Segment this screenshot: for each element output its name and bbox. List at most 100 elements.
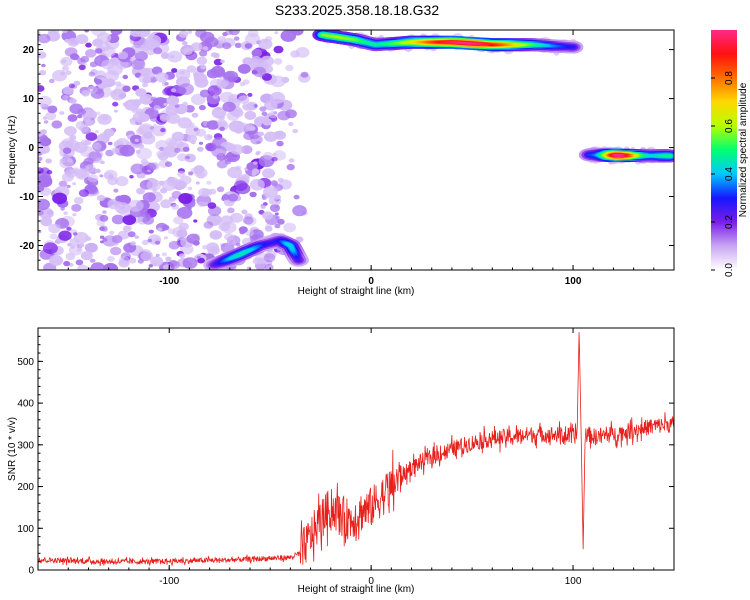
spectrogram-noise-blob (207, 85, 222, 97)
colorbar-tick-label: 0.0 (724, 263, 735, 277)
spectrogram-noise-blob (198, 141, 204, 145)
spectrogram-noise-blob (79, 243, 85, 248)
spectrogram-noise-blob (222, 101, 236, 112)
spectrogram-noise-blob (178, 253, 186, 259)
spectrogram-noise-blob (69, 169, 77, 174)
spectrogram-noise-blob (99, 214, 109, 222)
spectrogram-noise-blob (223, 155, 233, 162)
spectrogram-noise-blob (230, 144, 244, 155)
spectrogram-noise-blob (216, 160, 228, 169)
spectrogram-noise-blob (274, 31, 279, 35)
spectrogram-noise-blob (242, 79, 250, 85)
spectrogram-noise-blob (178, 30, 189, 38)
spectrogram-noise-blob (178, 83, 194, 95)
spectrogram-noise-blob (142, 82, 148, 88)
spectrogram-noise-blob (197, 201, 206, 208)
spectrogram-noise-blob (227, 193, 238, 202)
spectrogram-noise-blob (86, 185, 99, 195)
spectrogram-noise-blob (167, 50, 183, 63)
spectrogram-noise-blob (177, 170, 186, 178)
spectrogram-noise-blob (188, 171, 194, 176)
spectrogram-noise-blob (47, 30, 60, 36)
spectrogram-noise-blob (288, 158, 295, 163)
spectrogram-noise-blob (187, 186, 193, 191)
spectrogram-trace-mark (667, 154, 673, 158)
spectrogram-y-tick-label: -20 (20, 241, 35, 252)
spectrogram-noise-blob (79, 124, 89, 132)
spectrogram-noise-blob (174, 104, 180, 108)
spectrogram-noise-blob (105, 70, 120, 82)
spectrogram-noise-blob (155, 72, 169, 83)
spectrogram-noise-blob (78, 64, 86, 71)
spectrogram-noise-blob (60, 56, 73, 67)
spectrogram-noise-blob (247, 92, 253, 97)
spectrogram-noise-blob (238, 226, 248, 234)
spectrogram-noise-blob (146, 162, 157, 171)
spectrogram-noise-blob (242, 101, 255, 112)
spectrogram-noise-blob (38, 156, 43, 162)
spectrogram-noise-blob (231, 108, 244, 118)
spectrogram-noise-blob (227, 239, 236, 246)
spectrogram-noise-blob (221, 221, 237, 234)
spectrogram-y-tick-label: -10 (20, 192, 35, 203)
spectrogram-noise-blob (179, 70, 185, 75)
spectrogram-noise-blob (99, 226, 105, 231)
spectrogram-noise-blob (40, 129, 47, 135)
spectrogram-noise-blob (160, 199, 172, 209)
spectrogram-noise-blob (65, 70, 72, 76)
spectrogram-noise-blob (246, 266, 252, 270)
spectrogram-noise-blob (81, 90, 90, 97)
spectrogram-noise-blob (207, 202, 217, 209)
spectrogram-noise-blob (238, 95, 250, 104)
spectrogram-noise-blob (255, 150, 262, 155)
spectrogram-noise-blob (190, 140, 196, 145)
spectrogram-noise-blob (75, 259, 84, 266)
spectrogram-x-tick-label: -100 (159, 276, 179, 287)
spectrogram-noise-blob (132, 111, 148, 123)
spectrogram-noise-blob (90, 262, 105, 270)
spectrogram-noise-blob (69, 238, 80, 246)
spectrogram-noise-blob (68, 83, 75, 89)
spectrogram-noise-blob (130, 163, 145, 175)
spectrogram-noise-blob (99, 174, 104, 178)
spectrogram-noise-blob (85, 236, 92, 241)
spectrogram-noise-blob (168, 138, 184, 150)
spectrogram-noise-blob (220, 59, 225, 64)
spectrogram-y-tick-label: 0 (28, 143, 34, 154)
spectrogram-noise-blob (161, 179, 177, 191)
spectrogram-noise-blob (122, 214, 137, 225)
spectrogram-noise-blob (212, 94, 219, 99)
spectrogram-noise-blob (48, 223, 61, 234)
spectrogram-noise-blob (166, 113, 181, 124)
spectrogram-noise-blob (46, 170, 53, 175)
spectrogram-noise-blob (141, 239, 149, 246)
spectrogram-noise-blob (94, 130, 99, 134)
spectrogram-noise-blob (41, 63, 46, 68)
spectrogram-noise-blob (128, 199, 144, 212)
colorbar-label: Normalized spectral amplitude (738, 82, 749, 217)
spectrogram-noise-blob (102, 238, 108, 242)
spectrogram-noise-blob (78, 189, 89, 198)
spectrogram-noise-blob (147, 238, 153, 243)
spectrogram-noise-blob (134, 138, 139, 142)
spectrogram-noise-blob (109, 230, 115, 235)
spectrogram-noise-blob (185, 155, 191, 160)
spectrogram-noise-blob (135, 88, 147, 97)
spectrogram-noise-blob (64, 126, 77, 136)
spectrogram-noise-blob (85, 42, 92, 48)
spectrogram-noise-blob (115, 81, 122, 87)
spectrogram-noise-blob (277, 110, 291, 121)
snr-y-tick-label: 0 (28, 566, 34, 577)
spectrogram-noise-blob (52, 69, 68, 82)
spectrogram-noise-blob (38, 31, 41, 35)
spectrogram-noise-blob (196, 128, 207, 137)
spectrogram-noise-blob (260, 55, 274, 67)
spectrogram-noise-blob (285, 64, 294, 72)
spectrogram-noise-blob (152, 261, 157, 266)
spectrogram-noise-blob (224, 159, 232, 165)
spectrogram-noise-blob (159, 114, 171, 122)
spectrogram-noise-blob (122, 102, 129, 107)
spectrogram-noise-blob (196, 146, 204, 152)
spectrogram-noise-blob (130, 30, 142, 37)
